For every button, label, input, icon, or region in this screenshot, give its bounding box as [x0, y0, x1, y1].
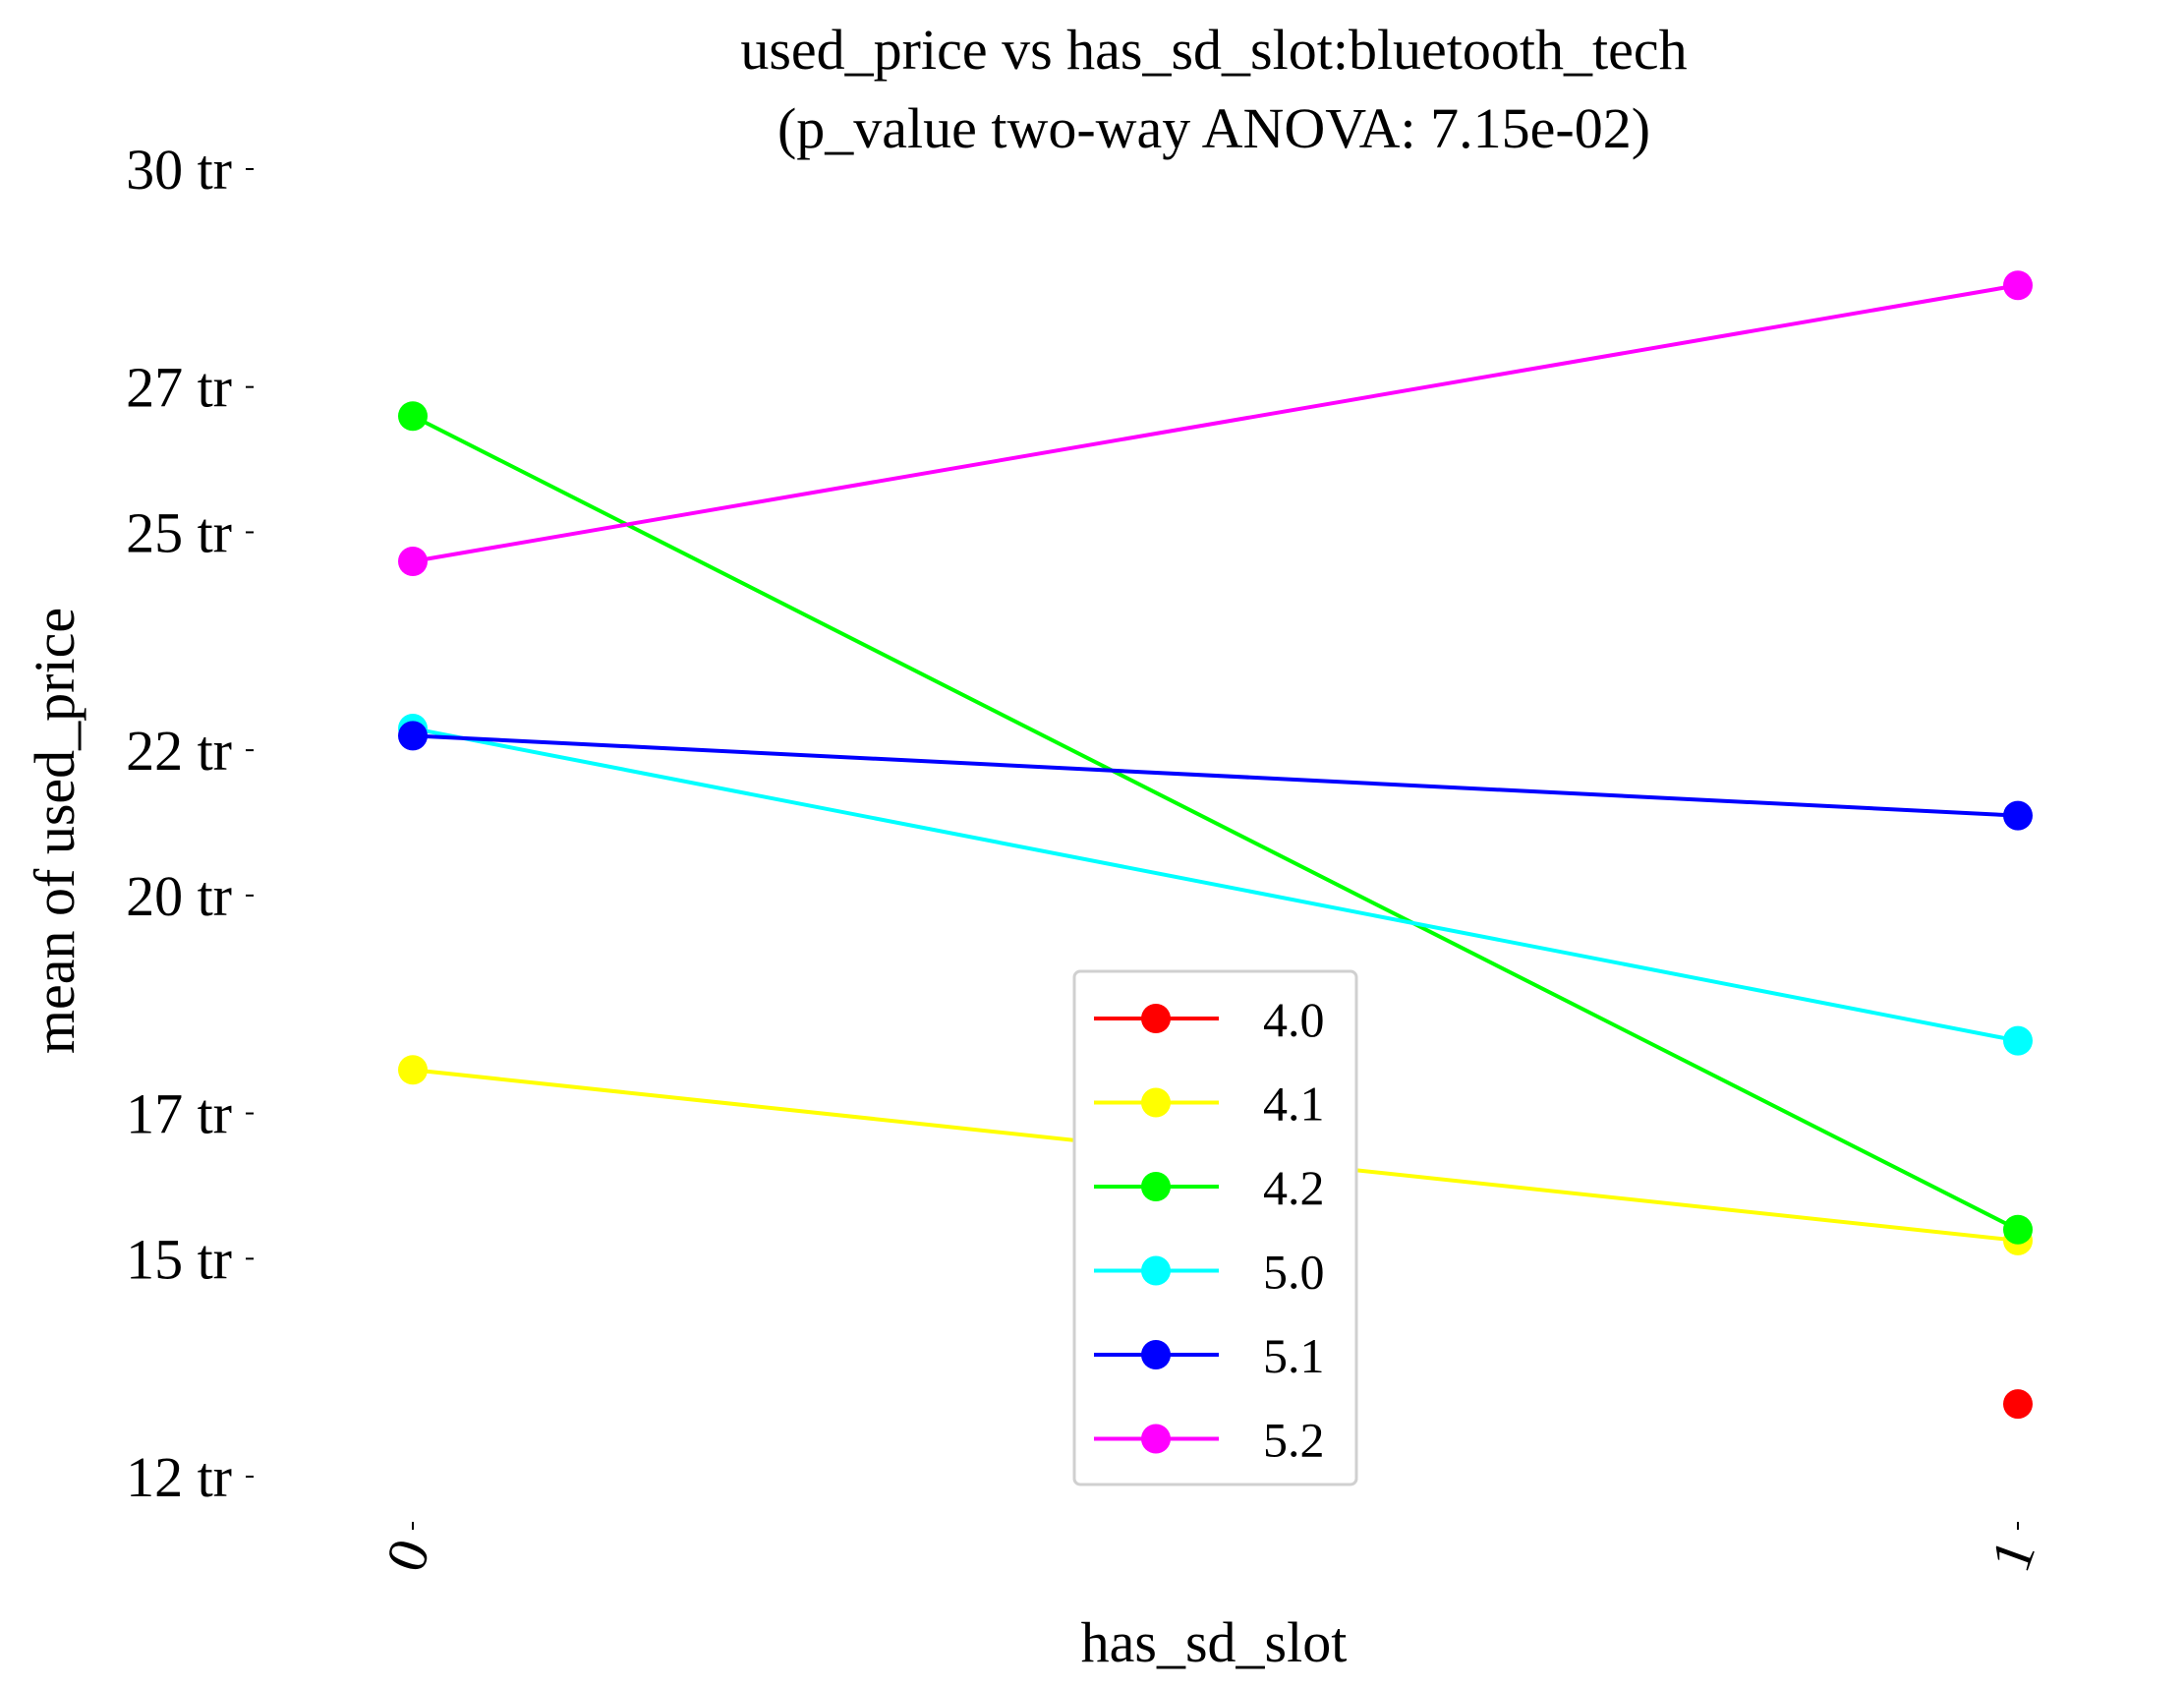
- legend-item: 4.2: [1094, 1160, 1325, 1215]
- series-line: [412, 733, 2019, 818]
- data-point: [2003, 1214, 2033, 1245]
- y-tick-label: 12 tr: [126, 1445, 232, 1509]
- legend-swatch-marker: [1141, 1255, 1171, 1286]
- legend-item: 5.1: [1094, 1328, 1325, 1383]
- data-point: [398, 1055, 428, 1085]
- series-5.2: [398, 270, 2033, 576]
- y-tick-label: 25 tr: [126, 500, 232, 564]
- legend-swatch-marker: [1141, 1424, 1171, 1454]
- legend-items: 4.0 4.1 4.2 5.0 5.1 5.2: [1094, 992, 1325, 1468]
- x-axis-label: has_sd_slot: [1081, 1610, 1348, 1674]
- data-point: [398, 401, 428, 432]
- legend-label: 4.1: [1263, 1077, 1325, 1132]
- data-point: [2003, 800, 2033, 831]
- series-line: [412, 414, 2019, 1232]
- data-point: [2003, 1389, 2033, 1420]
- y-tick-label: 30 tr: [126, 138, 232, 202]
- y-tick-label: 15 tr: [126, 1227, 232, 1291]
- legend-label: 4.2: [1263, 1160, 1325, 1215]
- series-4.2: [398, 401, 2033, 1245]
- legend-label: 5.0: [1263, 1245, 1325, 1300]
- legend: 4.0 4.1 4.2 5.0 5.1 5.2: [1072, 969, 1358, 1486]
- legend-swatch-marker: [1141, 1004, 1171, 1033]
- data-point: [2003, 1025, 2033, 1056]
- legend-item: 5.0: [1094, 1245, 1325, 1300]
- legend-swatch-marker: [1141, 1087, 1171, 1118]
- legend-label: 5.2: [1263, 1413, 1325, 1468]
- y-tick-label: 22 tr: [126, 719, 232, 783]
- legend-label: 5.1: [1263, 1328, 1325, 1383]
- x-tick-label: 1: [1978, 1531, 2047, 1579]
- legend-item: 4.0: [1094, 992, 1325, 1047]
- y-axis: 12 tr 15 tr 17 tr 20 tr 22 tr 25 tr 27 tr 30 tr: [126, 138, 254, 1509]
- data-point: [2003, 270, 2033, 301]
- series-5.1: [398, 721, 2033, 831]
- series-line: [412, 726, 2019, 1043]
- y-axis-label: mean of used_price: [23, 608, 86, 1054]
- y-tick-label: 20 tr: [126, 864, 232, 928]
- y-tick-label: 17 tr: [126, 1082, 232, 1146]
- data-point: [398, 547, 428, 576]
- legend-item: 5.2: [1094, 1413, 1325, 1468]
- y-tick-label: 27 tr: [126, 356, 232, 420]
- legend-label: 4.0: [1263, 992, 1325, 1047]
- series-4.0: [2003, 1389, 2033, 1420]
- data-point: [398, 721, 428, 751]
- legend-swatch-marker: [1141, 1172, 1171, 1201]
- chart-title: used_price vs has_sd_slot:bluetooth_tech: [740, 18, 1687, 82]
- series-line: [412, 283, 2019, 563]
- chart-subtitle: (p_value two-way ANOVA: 7.15e-02): [777, 96, 1650, 160]
- legend-frame: [1072, 969, 1358, 1486]
- series-layer: [398, 270, 2033, 1420]
- legend-swatch-marker: [1141, 1340, 1171, 1369]
- legend-item: 4.1: [1094, 1077, 1325, 1132]
- x-tick-label: 0: [373, 1531, 442, 1579]
